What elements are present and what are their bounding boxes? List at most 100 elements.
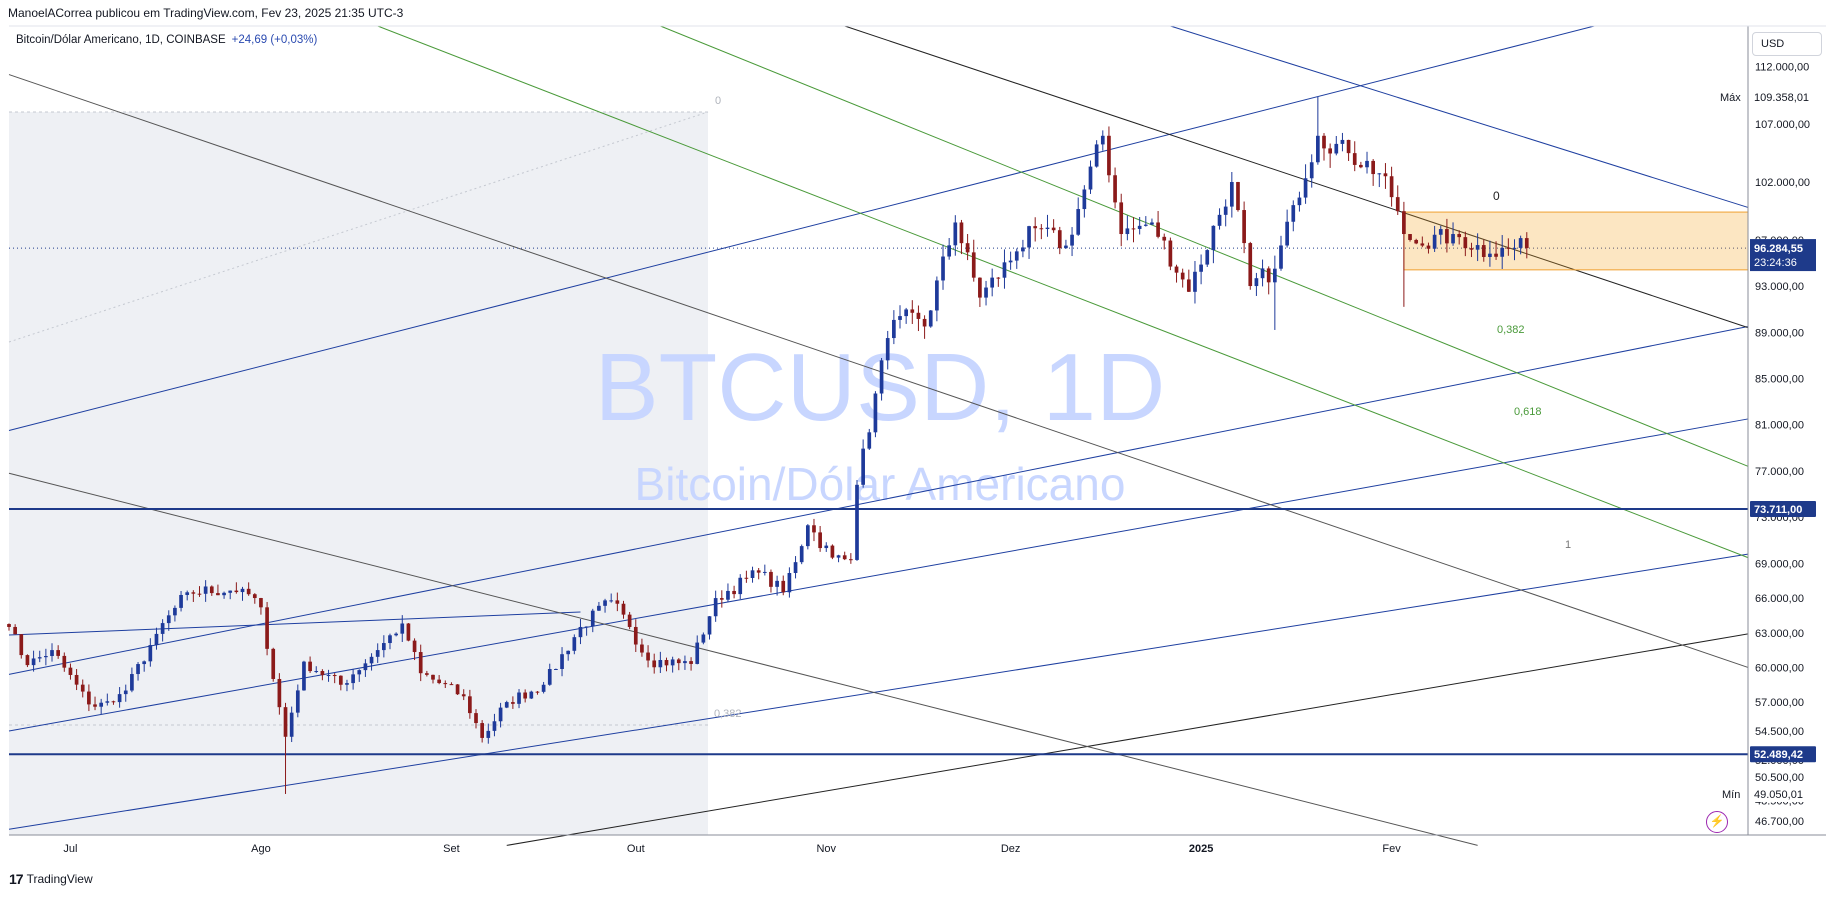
candle-body [904,309,908,317]
alert-bolt-icon[interactable]: ⚡ [1706,811,1728,833]
candle-body [683,661,687,664]
last-price-tag: 96.284,55 [1754,243,1803,255]
footer-brand-label: TradingView [26,872,93,886]
candle-body [959,222,964,244]
candle-body [1303,178,1308,198]
candle-body [259,598,263,608]
candle-body [289,712,294,737]
candle-body [13,626,17,635]
candle-body [252,594,257,599]
price-axis[interactable]: 112.000,00107.000,00102.000,0097.000,009… [1755,61,1810,828]
candle-body [1371,160,1376,175]
candle-body [1359,164,1363,168]
candle-body [812,525,816,533]
candle-body [566,650,571,655]
trend-line [8,611,581,636]
candle-body [646,652,650,661]
candle-body [867,432,872,449]
candle-body [1463,237,1468,249]
footer-brand[interactable]: 17 TradingView [9,871,93,887]
candle-body [928,310,933,327]
candle-body [1279,245,1283,269]
candle-body [732,590,736,595]
candle-body [31,658,36,666]
candle-body [136,664,140,675]
candle-body [437,679,441,684]
candle-body [400,623,405,634]
candle-body [535,691,540,693]
x-tick-label: Ago [251,843,271,855]
candle-body [117,694,122,703]
price-tags: 109.358,01 73.711,00 52.489,42 49.050,01 96.… [1720,88,1816,802]
symbol-legend[interactable]: Bitcoin/Dólar Americano, 1D, COINBASE +24… [16,34,317,46]
candle-body [1334,143,1339,154]
candle-body [1365,160,1369,168]
trend-line [660,25,1749,467]
max-price-tag-bg [1750,88,1816,105]
candle-body [363,663,368,671]
candle-body [302,661,306,691]
x-tick-label: Jul [63,843,77,855]
candle-body [295,690,300,713]
y-tick-label: 89.000,00 [1755,327,1804,339]
candle-body [7,624,11,627]
y-tick-label: 69.000,00 [1755,558,1804,570]
candle-body [412,640,417,653]
candle-body [1076,209,1081,235]
candle-body [971,252,976,278]
candle-body [1082,189,1087,210]
last-price-tag-bg [1750,239,1816,272]
candle-body [1193,271,1197,292]
currency-button[interactable]: USD [1752,32,1822,56]
candle-body [836,555,841,558]
candle-body [560,654,564,669]
candle-body [824,545,829,549]
candle-body [320,671,325,676]
candle-body [1008,260,1013,263]
candle-body [388,635,392,644]
candle-body [609,600,614,602]
trend-line [8,553,1749,830]
candle-body [769,571,773,587]
candle-body [480,723,484,738]
candle-body [87,691,91,705]
candle-body [984,287,988,298]
candle-body [799,546,804,563]
candle-body [738,577,743,595]
candle-body [1488,253,1492,257]
candle-body [941,256,945,281]
candle-body [1494,253,1498,257]
candle-body [1340,139,1345,144]
trend-line [377,25,1749,559]
candle-body [830,545,835,558]
candle-body [1512,247,1517,249]
candle-body [1420,243,1425,246]
candle-body [1469,248,1474,250]
candle-body [1143,224,1148,226]
trend-line [8,325,1749,675]
candle-body [461,694,466,697]
candle-body [744,577,749,579]
candle-body [873,393,878,433]
candle-body [185,592,190,595]
candle-body [93,704,97,707]
candle-body [1051,227,1056,231]
trend-line [8,418,1749,732]
candle-body [922,318,927,327]
candle-body [1180,272,1185,280]
candle-body [1002,262,1007,278]
candle-body [1451,234,1455,244]
candle-body [486,730,491,738]
candle-body [105,701,110,703]
candle-body [1500,247,1505,257]
fib-label-left-382: 0,382 [714,708,742,720]
candle-body [1291,205,1296,222]
publisher-line: ManoelACorrea publicou em TradingView.co… [8,6,404,20]
min-price-tag-bg [1750,785,1816,802]
y-tick-label: 60.000,00 [1755,662,1804,674]
candle-body [1064,245,1068,249]
time-axis[interactable]: Jul Ago Set Out Nov Dez 2025 Fev [63,843,1401,855]
candle-body [1445,229,1449,244]
candle-body [394,633,398,636]
